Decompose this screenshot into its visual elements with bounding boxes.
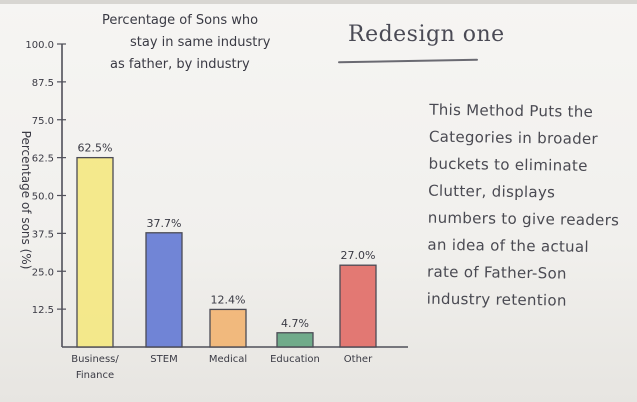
bar-4 bbox=[339, 264, 377, 348]
x-category-label: Education bbox=[270, 354, 320, 365]
y-tick-label: 100.0 bbox=[25, 40, 54, 51]
bar-value-label: 37.7% bbox=[147, 217, 182, 230]
description-note: This Method Puts the Categories in broad… bbox=[426, 100, 620, 310]
y-tick-label: 50.0 bbox=[32, 192, 54, 203]
x-category-label: Medical bbox=[209, 354, 247, 365]
x-category-label: STEM bbox=[150, 354, 177, 365]
y-tick-label: 87.5 bbox=[32, 78, 54, 89]
bar-value-label: 27.0% bbox=[341, 249, 376, 262]
chart-title-line-1: Percentage of Sons who bbox=[102, 13, 258, 28]
y-tick-label: 75.0 bbox=[32, 116, 54, 127]
bar-3 bbox=[276, 332, 314, 348]
chart-title-line-3: as father, by industry bbox=[110, 57, 250, 72]
paper-edge bbox=[0, 0, 637, 4]
y-tick-label: 12.5 bbox=[32, 305, 54, 316]
chart-title-line-2: stay in same industry bbox=[130, 35, 271, 50]
x-category-label: Business/Finance bbox=[71, 354, 119, 381]
y-tick-label: 62.5 bbox=[32, 154, 54, 165]
bar-value-label: 12.4% bbox=[211, 293, 246, 306]
redesign-heading: Redesign one bbox=[348, 22, 505, 47]
x-category-label: Other bbox=[344, 354, 373, 365]
bar-2 bbox=[209, 308, 247, 348]
bar-value-label: 62.5% bbox=[78, 142, 113, 155]
bar-0 bbox=[76, 156, 114, 348]
y-tick-label: 25.0 bbox=[32, 267, 54, 278]
bar-value-label: 4.7% bbox=[281, 317, 309, 330]
chart-title: Percentage of Sons who stay in same indu… bbox=[102, 13, 271, 72]
y-axis-label: Percentage of sons (%) bbox=[19, 131, 33, 270]
y-tick-label: 37.5 bbox=[32, 229, 54, 240]
bar-1 bbox=[145, 232, 183, 348]
